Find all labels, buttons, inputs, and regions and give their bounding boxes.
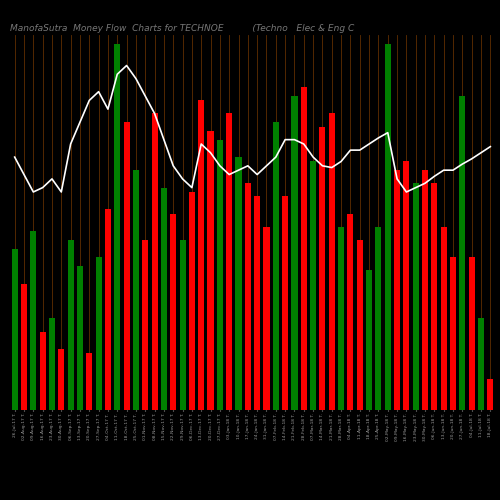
Bar [384, 44, 391, 410]
Bar [217, 140, 223, 410]
Bar [86, 354, 92, 410]
Bar [21, 284, 27, 410]
Bar [366, 270, 372, 410]
Bar [226, 114, 232, 410]
Bar [180, 240, 186, 410]
Bar [356, 240, 363, 410]
Bar [292, 96, 298, 410]
Bar [105, 210, 111, 410]
Bar [254, 196, 260, 410]
Bar [96, 258, 102, 410]
Bar [404, 162, 409, 410]
Bar [440, 227, 446, 410]
Bar [460, 96, 466, 410]
Bar [12, 248, 18, 410]
Bar [236, 157, 242, 410]
Bar [412, 184, 419, 410]
Bar [376, 227, 382, 410]
Bar [133, 170, 139, 410]
Bar [198, 100, 204, 410]
Bar [58, 349, 64, 410]
Bar [488, 380, 494, 410]
Bar [30, 231, 36, 410]
Bar [432, 184, 438, 410]
Bar [328, 114, 335, 410]
Bar [320, 126, 326, 410]
Bar [245, 184, 251, 410]
Bar [124, 122, 130, 410]
Bar [77, 266, 83, 410]
Bar [310, 162, 316, 410]
Bar [152, 114, 158, 410]
Bar [49, 318, 55, 410]
Bar [40, 332, 46, 410]
Bar [114, 44, 120, 410]
Bar [68, 240, 73, 410]
Bar [208, 131, 214, 410]
Bar [170, 214, 176, 410]
Bar [450, 258, 456, 410]
Bar [264, 227, 270, 410]
Bar [273, 122, 279, 410]
Bar [338, 227, 344, 410]
Bar [478, 318, 484, 410]
Bar [142, 240, 148, 410]
Bar [468, 258, 474, 410]
Bar [422, 170, 428, 410]
Text: ManofaSutra  Money Flow  Charts for TECHNOE          (Techno   Elec & Eng C: ManofaSutra Money Flow Charts for TECHNO… [10, 24, 354, 33]
Bar [394, 170, 400, 410]
Bar [161, 188, 167, 410]
Bar [301, 88, 307, 410]
Bar [189, 192, 195, 410]
Bar [348, 214, 354, 410]
Bar [282, 196, 288, 410]
